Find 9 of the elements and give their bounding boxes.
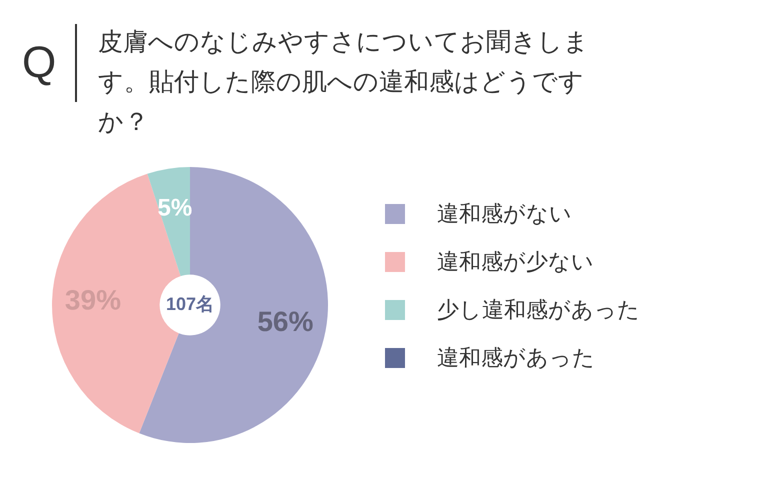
legend-label: 少し違和感があった — [437, 297, 640, 325]
data-label: 56% — [257, 306, 314, 337]
legend-label: 違和感が少ない — [437, 249, 594, 277]
legend-label: 違和感があった — [437, 345, 595, 373]
text: Q — [22, 38, 56, 88]
data-label: 5% — [157, 194, 192, 222]
text: 107名 — [166, 294, 214, 314]
legend-label: 違和感がない — [437, 201, 572, 229]
chart-title: 皮膚へのなじみやすさについてお聞きします。貼付した際の肌への違和感はどうですか？ — [98, 26, 590, 138]
